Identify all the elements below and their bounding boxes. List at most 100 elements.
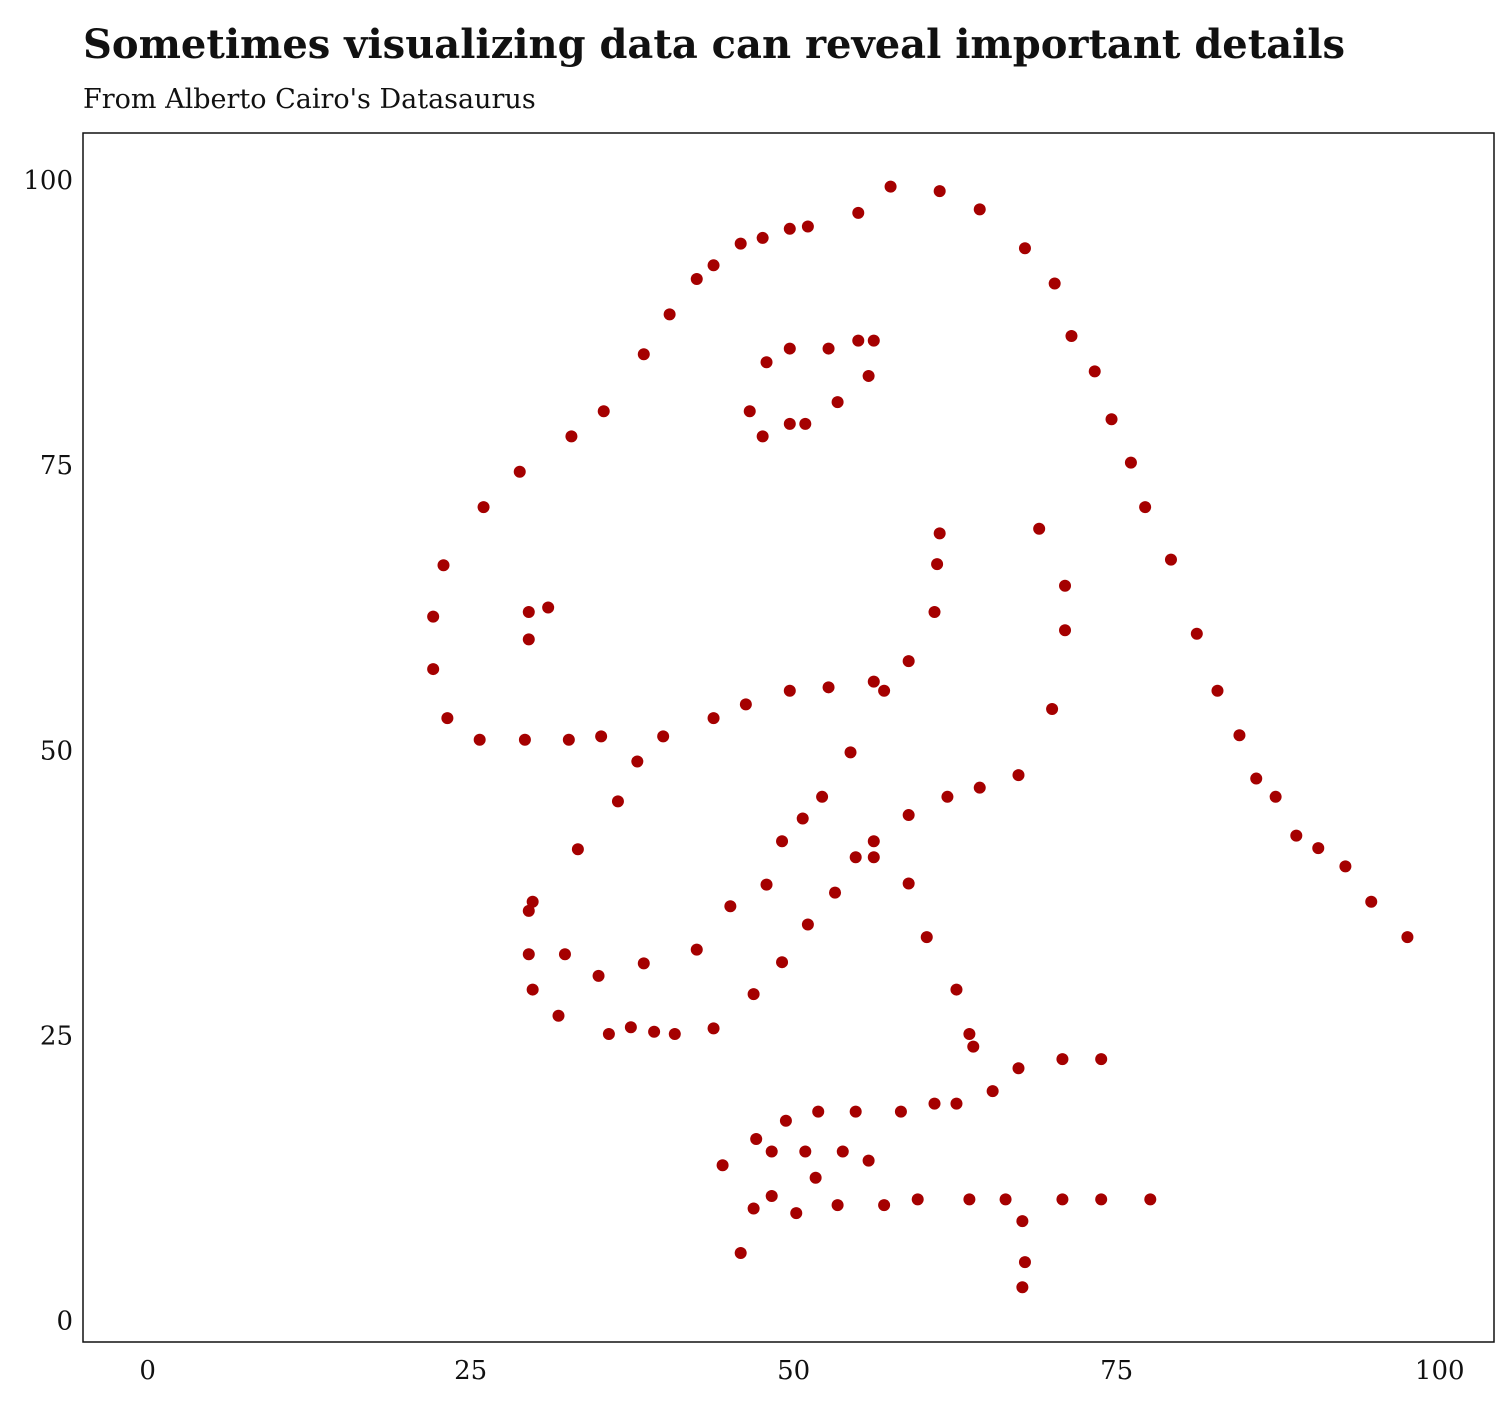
- point: [427, 663, 440, 676]
- point: [878, 684, 891, 697]
- point: [950, 983, 963, 996]
- point: [852, 334, 865, 347]
- y-tick-label: 75: [40, 451, 73, 481]
- x-tick-label: 50: [777, 1356, 810, 1386]
- point: [707, 259, 720, 272]
- point: [750, 1132, 763, 1145]
- point: [565, 430, 578, 443]
- point: [760, 356, 773, 369]
- point: [867, 835, 880, 848]
- point: [522, 633, 535, 646]
- point: [799, 1145, 812, 1158]
- point: [1016, 1281, 1029, 1294]
- point: [1139, 501, 1152, 514]
- point: [734, 1247, 747, 1260]
- point: [526, 983, 539, 996]
- point: [427, 610, 440, 623]
- point: [928, 1097, 941, 1110]
- point: [1059, 579, 1072, 592]
- point: [756, 231, 769, 244]
- point: [657, 730, 670, 743]
- point: [690, 272, 703, 285]
- point: [477, 501, 490, 514]
- point: [941, 790, 954, 803]
- point: [1095, 1193, 1108, 1206]
- point: [986, 1085, 999, 1098]
- point: [624, 1021, 637, 1034]
- point: [716, 1159, 729, 1172]
- point: [747, 988, 760, 1001]
- point: [1033, 522, 1046, 535]
- point: [1056, 1193, 1069, 1206]
- point: [690, 943, 703, 956]
- point: [829, 886, 842, 899]
- point: [1190, 627, 1203, 640]
- point: [809, 1171, 822, 1184]
- point: [867, 334, 880, 347]
- point: [637, 957, 650, 970]
- point: [765, 1190, 778, 1203]
- point: [437, 559, 450, 572]
- point: [963, 1193, 976, 1206]
- point: [571, 843, 584, 856]
- point: [734, 237, 747, 250]
- point: [542, 601, 555, 614]
- point: [597, 405, 610, 418]
- point: [518, 733, 531, 746]
- x-tick-label: 0: [139, 1356, 156, 1386]
- point: [933, 185, 946, 198]
- point: [816, 790, 829, 803]
- point: [1211, 684, 1224, 697]
- point: [852, 206, 865, 219]
- point: [1018, 1256, 1031, 1269]
- point: [933, 527, 946, 540]
- point: [836, 1145, 849, 1158]
- point: [473, 733, 486, 746]
- y-tick-label: 100: [23, 166, 73, 196]
- point: [1269, 790, 1282, 803]
- point: [1339, 860, 1352, 873]
- point: [849, 851, 862, 864]
- point: [1164, 553, 1177, 566]
- point: [911, 1193, 924, 1206]
- x-tick-label: 100: [1415, 1356, 1465, 1386]
- point: [592, 969, 605, 982]
- point: [776, 956, 789, 969]
- point: [822, 342, 835, 355]
- point: [526, 895, 539, 908]
- point: [799, 417, 812, 430]
- point: [822, 681, 835, 694]
- point: [902, 655, 915, 668]
- point: [1095, 1053, 1108, 1066]
- point: [602, 1028, 615, 1041]
- point: [783, 684, 796, 697]
- x-tick-label: 25: [454, 1356, 487, 1386]
- chart-subtitle: From Alberto Cairo's Datasaurus: [83, 84, 536, 115]
- point: [783, 417, 796, 430]
- point: [867, 851, 880, 864]
- point: [1059, 624, 1072, 637]
- point: [552, 1009, 565, 1022]
- point: [522, 948, 535, 961]
- point: [1056, 1053, 1069, 1066]
- point: [1012, 769, 1025, 782]
- chart-title: Sometimes visualizing data can reveal im…: [83, 21, 1345, 68]
- point: [756, 430, 769, 443]
- point: [611, 795, 624, 808]
- point: [1365, 895, 1378, 908]
- plot-frame: [82, 132, 1495, 1343]
- point: [631, 755, 644, 768]
- point: [973, 203, 986, 216]
- point: [1048, 277, 1061, 290]
- point: [776, 835, 789, 848]
- point: [1233, 729, 1246, 742]
- point: [862, 1154, 875, 1167]
- point: [1312, 842, 1325, 855]
- point: [1065, 330, 1078, 343]
- point: [522, 606, 535, 619]
- point: [902, 809, 915, 822]
- point: [1105, 413, 1118, 426]
- point: [760, 878, 773, 891]
- point: [441, 712, 454, 725]
- point: [765, 1145, 778, 1158]
